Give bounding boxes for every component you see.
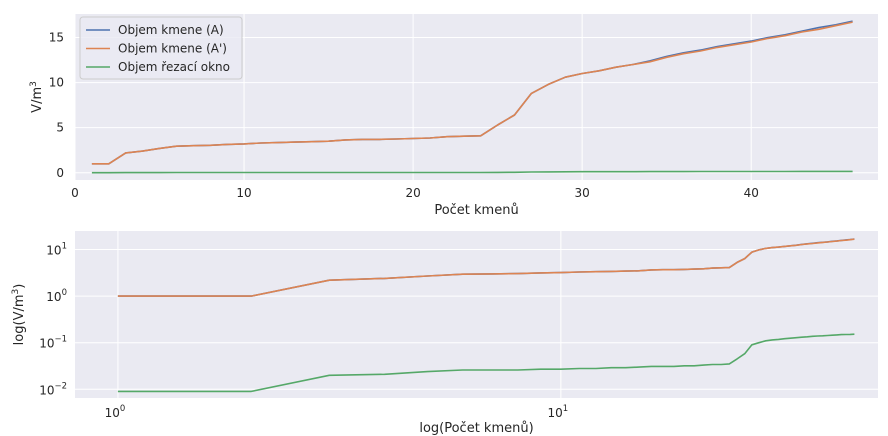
x-tick-label: 100: [105, 404, 126, 420]
series-line-2: [117, 238, 855, 297]
y-tick-exponent: 0: [62, 288, 67, 298]
y-tick-label: 10−1: [39, 335, 67, 351]
x-tick-label: 0: [71, 186, 79, 200]
x-tick-label: 40: [744, 186, 759, 200]
y-tick-label: 0: [56, 166, 64, 180]
y-axis-label: V/m3: [29, 81, 45, 113]
series-line-3: [91, 170, 853, 174]
y-tick-label: 15: [49, 30, 64, 44]
y-tick-label: 10−2: [39, 381, 67, 397]
y-axis-label-superscript: 3: [29, 81, 39, 87]
y-tick-exponent: −2: [54, 381, 67, 391]
y-tick-label: 5: [56, 121, 64, 135]
x-tick-label: 30: [575, 186, 590, 200]
y-tick-exponent: 1: [62, 242, 67, 252]
y-tick-base: 10: [46, 244, 61, 258]
y-tick-exponent: −1: [54, 335, 67, 345]
y-axis-label-text: V/m: [30, 87, 45, 113]
plot-area: [75, 231, 878, 398]
legend: Objem kmene (A) Objem kmene (A') Objem řez…: [79, 16, 243, 80]
y-axis-label-superscript: 3: [11, 289, 21, 295]
x-tick-base: 10: [548, 406, 563, 420]
x-tick-exponent: 1: [563, 404, 568, 414]
legend-box: [79, 16, 243, 80]
y-tick-label: 101: [46, 242, 67, 258]
chart-top: 0 10 20 30 40 0 5 10 15 Počet kmenů V/m3 Objem kmen…: [29, 14, 878, 218]
x-axis-label: log(Počet kmenů): [419, 421, 533, 436]
legend-label-1: Objem kmene (A): [118, 23, 224, 37]
x-tick-label: 20: [405, 186, 420, 200]
y-tick-base: 10: [39, 383, 54, 397]
legend-label-3: Objem řezací okno: [118, 60, 230, 74]
y-tick-label: 10: [49, 76, 64, 90]
x-axis-label: Počet kmenů: [434, 203, 518, 218]
y-axis-label-text: log(V/m: [12, 294, 27, 345]
x-tick-exponent: 0: [120, 404, 125, 414]
y-tick-base: 10: [39, 337, 54, 351]
y-axis-label-close: ): [12, 284, 27, 289]
y-axis-label: log(V/m3): [11, 284, 27, 346]
y-tick-label: 100: [46, 288, 67, 304]
y-tick-base: 10: [46, 290, 61, 304]
legend-label-2: Objem kmene (A'): [118, 42, 227, 56]
x-tick-base: 10: [105, 406, 120, 420]
x-tick-label: 101: [548, 404, 569, 420]
x-tick-label: 10: [236, 186, 251, 200]
series-line-3: [117, 333, 855, 393]
series-line-2: [91, 21, 853, 165]
